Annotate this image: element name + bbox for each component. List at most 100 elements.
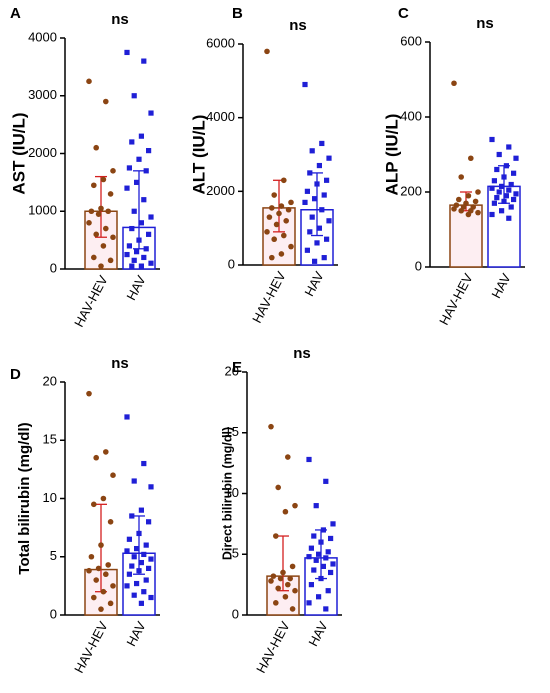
data-point	[318, 575, 324, 582]
data-point	[126, 165, 132, 171]
data-point	[489, 211, 495, 218]
data-point	[307, 170, 313, 176]
data-point	[288, 243, 294, 250]
data-point	[285, 581, 291, 588]
x-tick-label: HAV	[123, 273, 148, 303]
data-point	[273, 600, 279, 606]
y-tick-label: 4000	[206, 109, 235, 124]
data-point	[494, 166, 500, 173]
data-point	[323, 478, 329, 484]
data-point	[138, 220, 144, 226]
data-point	[107, 519, 114, 525]
data-point	[511, 196, 517, 203]
y-axis-label: ALT (IU/L)	[189, 115, 208, 195]
data-point	[278, 203, 285, 209]
data-point	[91, 182, 97, 189]
y-tick-label: 5	[232, 546, 239, 561]
y-tick-label: 0	[228, 256, 235, 271]
y-tick-label: 0	[50, 606, 57, 621]
data-point	[100, 243, 107, 249]
data-point	[129, 225, 135, 232]
y-tick-label: 600	[400, 33, 422, 48]
data-point	[307, 229, 313, 235]
data-point	[499, 208, 505, 214]
data-point	[126, 243, 132, 249]
data-point	[321, 192, 327, 198]
data-point	[110, 583, 116, 589]
data-point	[146, 565, 152, 571]
chart-title: ns	[476, 15, 494, 32]
data-point	[110, 168, 116, 174]
data-point	[313, 557, 319, 563]
data-point	[275, 484, 282, 491]
data-point	[141, 551, 147, 558]
data-point	[330, 561, 336, 567]
data-point	[325, 588, 331, 594]
data-point	[456, 196, 462, 203]
data-point	[269, 254, 275, 261]
data-point	[312, 258, 318, 264]
data-point	[95, 211, 102, 217]
data-point	[138, 507, 144, 513]
x-tick-label: HAV	[305, 619, 330, 649]
data-point	[134, 179, 140, 185]
data-point	[458, 207, 465, 214]
data-point	[475, 209, 481, 216]
data-point	[285, 206, 292, 213]
data-point	[129, 139, 135, 145]
data-point	[312, 196, 318, 202]
data-point	[131, 208, 137, 214]
data-point	[273, 533, 279, 539]
data-point	[136, 530, 142, 537]
data-point	[494, 195, 500, 201]
data-point	[86, 567, 92, 574]
data-point	[98, 542, 104, 548]
data-point	[316, 551, 322, 557]
data-point	[475, 189, 481, 195]
data-point	[124, 185, 130, 191]
data-point	[124, 583, 130, 589]
data-point	[503, 163, 509, 169]
y-tick-label: 4000	[28, 29, 57, 44]
data-point	[98, 263, 104, 269]
x-tick-label: HAV-HEV	[436, 271, 476, 328]
data-point	[330, 521, 336, 527]
data-point	[281, 232, 287, 239]
data-point	[98, 205, 104, 212]
data-point	[136, 568, 142, 574]
data-point	[93, 454, 99, 461]
data-point	[311, 567, 317, 573]
data-point	[304, 188, 310, 194]
data-point	[306, 456, 312, 463]
y-tick-label: 5	[50, 548, 57, 563]
data-point	[323, 555, 329, 561]
data-point	[465, 192, 472, 199]
data-point	[285, 454, 291, 460]
data-point	[320, 527, 326, 533]
data-point	[323, 606, 329, 612]
data-point	[95, 565, 102, 572]
data-point	[499, 183, 505, 189]
data-point	[319, 140, 325, 147]
y-tick-label: 6000	[206, 35, 235, 50]
y-axis-label: ALP (IU/L)	[382, 114, 401, 196]
y-tick-label: 15	[43, 432, 57, 447]
data-point	[131, 592, 137, 598]
data-point	[134, 580, 140, 587]
x-tick-label: HAV-HEV	[253, 619, 293, 676]
data-point	[309, 148, 315, 154]
data-point	[273, 221, 280, 228]
data-point	[289, 563, 296, 570]
data-point	[328, 535, 334, 542]
data-point	[105, 562, 111, 568]
data-point	[100, 176, 107, 183]
y-tick-label: 2000	[28, 145, 57, 160]
data-point	[321, 255, 327, 261]
data-point	[143, 577, 149, 583]
data-point	[141, 589, 147, 595]
data-point	[311, 533, 317, 539]
data-point	[134, 545, 140, 552]
x-tick-label: HAV-HEV	[249, 269, 289, 326]
data-point	[138, 263, 144, 269]
data-point	[458, 174, 465, 180]
